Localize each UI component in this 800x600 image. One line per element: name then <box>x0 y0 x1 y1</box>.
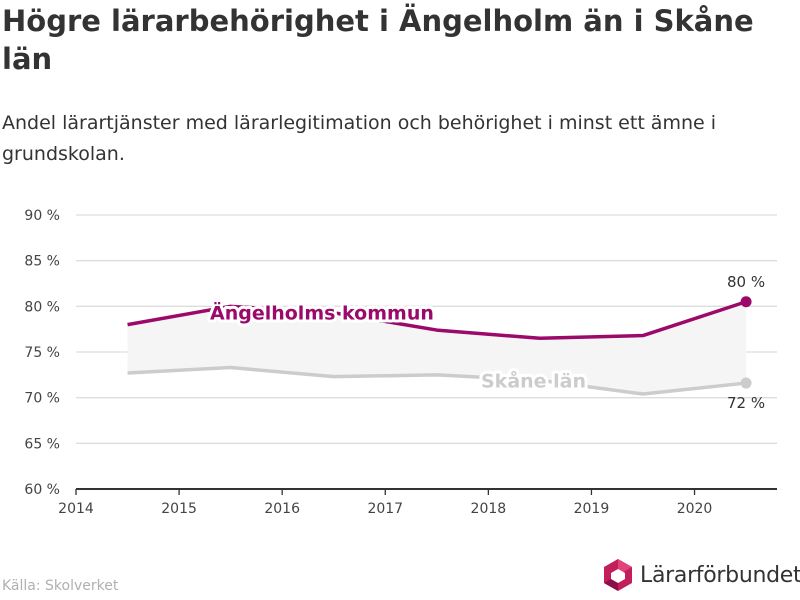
skane-line <box>127 365 747 396</box>
x-tick-label: 2018 <box>471 501 507 517</box>
chart-subtitle: Andel lärartjänster med lärarlegitimatio… <box>2 112 717 165</box>
x-tick-label: 2020 <box>677 501 713 517</box>
y-tick-label: 80 % <box>24 299 60 315</box>
y-tick-label: 65 % <box>24 436 60 452</box>
angelholm-line <box>127 300 747 341</box>
x-tick-label: 2015 <box>161 501 197 517</box>
x-tick-label: 2014 <box>58 501 94 517</box>
line-chart: 60 % 65 % 70 % 75 % 80 % 85 % 90 % 2014 2015 2016… <box>24 208 777 517</box>
angelholm-series-label: Ängelholms kommun <box>210 301 434 325</box>
logo-text: Lärarförbundet <box>640 562 800 588</box>
y-tick-label: 90 % <box>24 208 60 224</box>
labels: 60 % 65 % 70 % 75 % 80 % 85 % 90 % 2014 2015 2016… <box>24 208 765 517</box>
skane-end-marker <box>740 377 752 389</box>
source-note: Källa: Skolverket <box>2 578 119 594</box>
y-tick-label: 70 % <box>24 391 60 407</box>
lararforbundet-logo: Lärarförbundet <box>602 557 800 593</box>
lararforbundet-logo-icon <box>604 559 632 591</box>
x-tick-label: 2017 <box>367 501 403 517</box>
x-tick-label: 2019 <box>574 501 610 517</box>
y-tick-label: 75 % <box>24 345 60 361</box>
y-tick-label: 60 % <box>24 482 60 498</box>
chart-title: Högre lärarbehörighet i Ängelholm än i S… <box>2 4 754 76</box>
skane-end-value: 72 % <box>727 394 765 412</box>
skane-series-label: Skåne län <box>481 368 586 392</box>
x-axis <box>75 488 777 495</box>
y-tick-label: 85 % <box>24 254 60 270</box>
angelholm-end-value: 80 % <box>727 273 765 291</box>
x-tick-label: 2016 <box>264 501 300 517</box>
series-lines <box>127 296 752 396</box>
angelholm-end-marker <box>740 296 752 308</box>
